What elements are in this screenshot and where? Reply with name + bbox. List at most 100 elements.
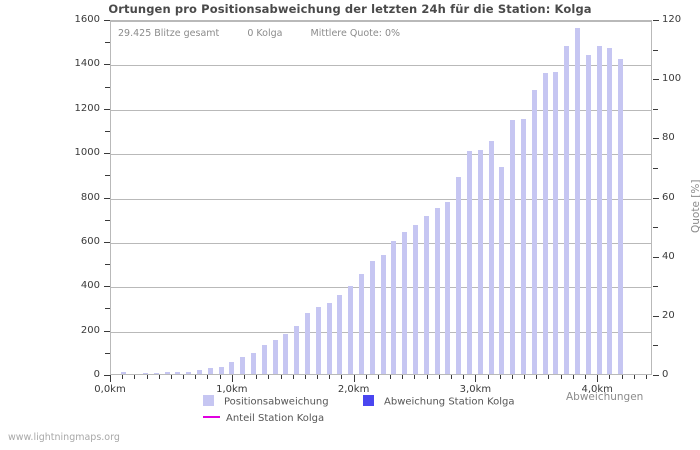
bar-positionsabweichung: [369, 260, 375, 374]
plot-area: [110, 20, 652, 375]
gridline: [111, 199, 651, 200]
bar-positionsabweichung: [542, 73, 548, 374]
y-axis-left-tick-minor: [105, 308, 110, 309]
bar-positionsabweichung: [585, 54, 591, 374]
y-axis-right-tick-minor: [653, 227, 658, 228]
y-axis-left-label: 1000: [74, 147, 100, 159]
x-axis-tick-minor: [634, 375, 635, 379]
gridline: [111, 243, 651, 244]
y-axis-right-title: Quote [%]: [690, 179, 700, 233]
x-axis-tick-minor: [585, 375, 586, 379]
legend-item-abweichung-station[interactable]: Abweichung Station Kolga: [363, 395, 515, 408]
y-axis-left-tick-major: [104, 198, 110, 199]
y-axis-left-tick-major: [104, 242, 110, 243]
x-axis-tick-minor: [439, 375, 440, 379]
x-axis-tick-minor: [561, 375, 562, 379]
y-axis-right-tick-minor: [653, 50, 658, 51]
x-axis-tick-minor: [220, 375, 221, 379]
x-axis-tick-minor: [524, 375, 525, 379]
bar-positionsabweichung: [412, 225, 418, 374]
bar-positionsabweichung: [218, 367, 224, 374]
bar-positionsabweichung: [434, 207, 440, 374]
x-axis-label: 0,0km: [94, 384, 126, 395]
y-axis-left-tick-major: [104, 331, 110, 332]
bar-positionsabweichung: [607, 47, 613, 374]
bar-positionsabweichung: [510, 119, 516, 374]
plot-annotation: 29.425 Blitze gesamt 0 Kolga Mittlere Qu…: [118, 28, 400, 39]
y-axis-right: [652, 20, 659, 376]
bar-positionsabweichung: [229, 361, 235, 374]
gridline: [111, 65, 651, 66]
y-axis-left-label: 1200: [74, 102, 100, 114]
x-axis-tick-major: [475, 375, 476, 382]
y-axis-right-tick-minor: [653, 109, 658, 110]
x-axis-tick-minor: [402, 375, 403, 379]
x-axis-tick-minor: [317, 375, 318, 379]
bar-positionsabweichung: [315, 307, 321, 374]
x-axis-tick-minor: [463, 375, 464, 379]
bar-positionsabweichung: [574, 27, 580, 374]
anteil-station-line: [111, 373, 651, 374]
annotation-station-count: 0 Kolga: [247, 28, 283, 39]
bar-positionsabweichung: [531, 90, 537, 374]
y-axis-left-label: 0: [93, 369, 100, 380]
x-axis-tick-minor: [256, 375, 257, 379]
y-axis-right-label: 120: [662, 14, 682, 25]
x-axis-tick-minor: [293, 375, 294, 379]
y-axis-right-label: 80: [662, 132, 675, 144]
bar-positionsabweichung: [337, 295, 343, 374]
bar-positionsabweichung: [197, 370, 203, 374]
x-axis-tick-minor: [159, 375, 160, 379]
bar-positionsabweichung: [477, 149, 483, 374]
bar-positionsabweichung: [402, 232, 408, 374]
x-axis-title: Abweichungen: [566, 391, 644, 403]
x-axis-tick-minor: [378, 375, 379, 379]
legend-item-positionsabweichung[interactable]: Positionsabweichung: [203, 395, 329, 408]
bar-positionsabweichung: [153, 372, 159, 374]
chart-title: Ortungen pro Positionsabweichung der let…: [108, 2, 592, 16]
y-axis-right-tick-major: [653, 198, 659, 199]
x-axis-tick-minor: [268, 375, 269, 379]
bar-positionsabweichung: [423, 216, 429, 374]
bar-positionsabweichung: [294, 326, 300, 374]
y-axis-left-label: 200: [80, 324, 100, 336]
y-axis-left-tick-major: [104, 64, 110, 65]
x-axis-tick-minor: [414, 375, 415, 379]
y-axis-right-label: 60: [662, 191, 675, 203]
y-axis-right-tick-minor: [653, 286, 658, 287]
bar-positionsabweichung: [326, 303, 332, 374]
x-axis-tick-minor: [488, 375, 489, 379]
y-axis-right-tick-minor: [653, 345, 658, 346]
x-axis-tick-minor: [390, 375, 391, 379]
x-axis-tick-minor: [147, 375, 148, 379]
y-axis-left-label: 1400: [74, 58, 100, 70]
x-axis: [110, 375, 652, 382]
y-axis-right-label: 20: [662, 309, 675, 321]
bar-positionsabweichung: [305, 312, 310, 374]
y-axis-right-tick-major: [653, 257, 659, 258]
bars-layer: [111, 21, 651, 374]
y-axis-left-label: 800: [80, 191, 100, 203]
bar-positionsabweichung: [618, 58, 624, 374]
bar-positionsabweichung: [348, 286, 354, 374]
bar-positionsabweichung: [261, 345, 267, 374]
y-axis-left-tick-major: [104, 153, 110, 154]
x-axis-label: 3,0km: [459, 384, 492, 395]
y-axis-right-label: 0: [662, 369, 669, 380]
y-axis-left-tick-major: [104, 20, 110, 21]
x-axis-label: 2,0km: [337, 384, 370, 395]
y-axis-left-tick-minor: [105, 42, 110, 43]
y-axis-left-tick-major: [104, 109, 110, 110]
legend-swatch-positionsabweichung: [203, 395, 214, 406]
bar-positionsabweichung: [121, 371, 127, 374]
bar-positionsabweichung: [358, 274, 364, 374]
legend-item-anteil-station[interactable]: Anteil Station Kolga: [203, 413, 324, 425]
x-axis-tick-minor: [171, 375, 172, 379]
y-axis-left-tick-minor: [105, 264, 110, 265]
x-axis-tick-minor: [573, 375, 574, 379]
bar-positionsabweichung: [499, 166, 505, 374]
x-axis-tick-minor: [195, 375, 196, 379]
bar-positionsabweichung: [564, 45, 570, 374]
y-axis-left: [104, 20, 111, 376]
bar-positionsabweichung: [175, 372, 181, 374]
